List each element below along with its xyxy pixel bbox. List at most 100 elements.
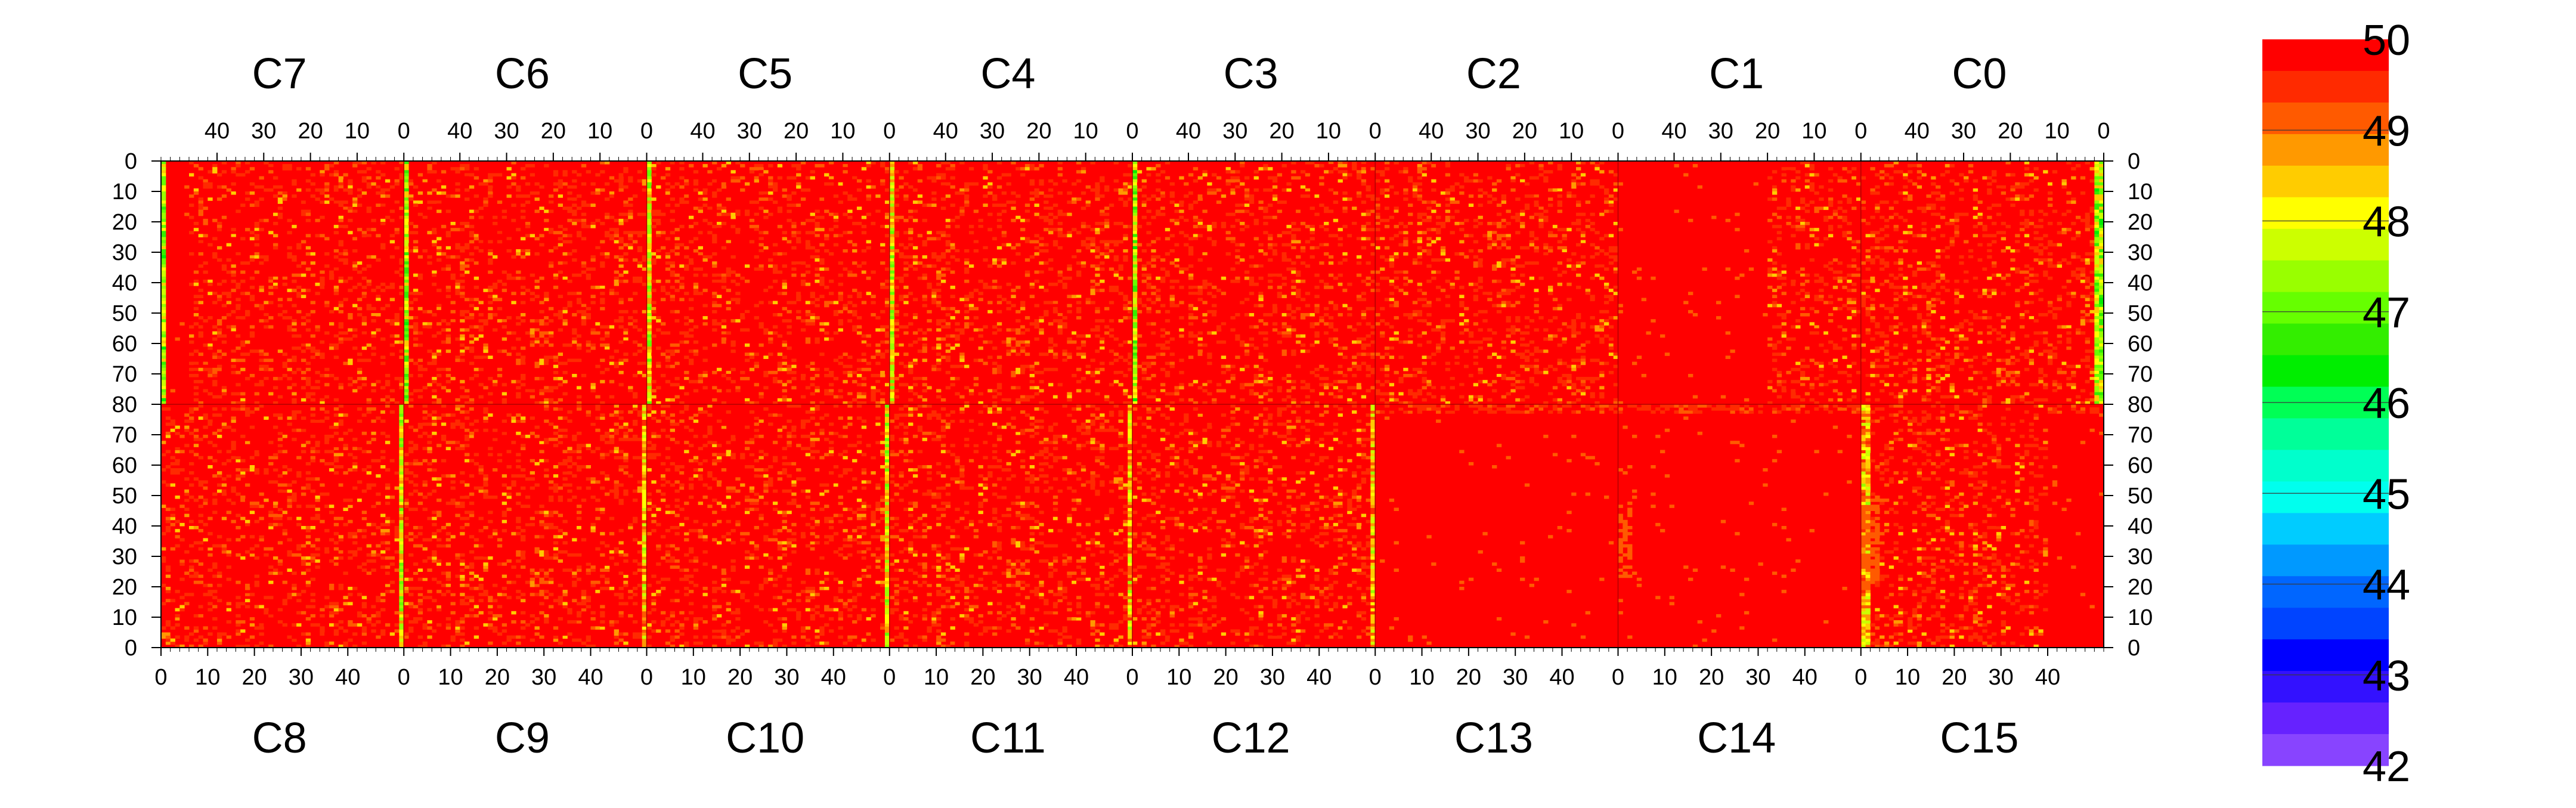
heatmap-cell xyxy=(688,328,694,332)
heatmap-cell xyxy=(1109,380,1114,383)
heatmap-cell xyxy=(903,182,909,186)
heatmap-cell xyxy=(1104,234,1110,237)
heatmap-cell xyxy=(1132,401,1138,405)
heatmap-cell xyxy=(460,334,465,338)
heatmap-cell xyxy=(590,352,596,356)
heatmap-cell xyxy=(856,395,862,399)
heatmap-cell xyxy=(884,279,890,283)
heatmap-cell xyxy=(843,380,848,383)
heatmap-cell xyxy=(221,161,227,165)
heatmap-cell xyxy=(628,316,633,320)
heatmap-cell xyxy=(884,331,890,335)
heatmap-cell xyxy=(516,249,521,253)
heatmap-cell xyxy=(264,358,269,363)
heatmap-cell xyxy=(894,215,899,219)
heatmap-cell xyxy=(987,228,993,231)
heatmap-cell xyxy=(1165,191,1171,195)
heatmap-cell xyxy=(469,295,475,298)
heatmap-cell xyxy=(287,386,292,389)
heatmap-cell xyxy=(1057,279,1063,283)
heatmap-cell xyxy=(936,258,942,262)
heatmap-cell xyxy=(501,215,507,219)
heatmap-cell xyxy=(1057,167,1063,171)
heatmap-cell xyxy=(646,234,652,237)
heatmap-cell xyxy=(1132,203,1138,207)
heatmap-cell xyxy=(889,237,895,241)
heatmap-cell xyxy=(590,164,596,168)
heatmap-cell xyxy=(618,340,624,344)
heatmap-cell xyxy=(880,392,886,396)
heatmap-cell xyxy=(478,240,484,244)
heatmap-cell xyxy=(1048,383,1054,386)
heatmap-cell xyxy=(730,319,736,323)
heatmap-cell xyxy=(450,273,456,277)
heatmap-cell xyxy=(955,392,960,396)
heatmap-cell xyxy=(254,234,259,237)
heatmap-cell xyxy=(618,383,624,386)
heatmap-cell xyxy=(931,383,937,386)
heatmap-cell xyxy=(1146,322,1151,326)
heatmap-cell xyxy=(389,200,395,204)
heatmap-cell xyxy=(889,395,895,399)
heatmap-cell xyxy=(1024,270,1030,274)
heatmap-cell xyxy=(674,246,680,250)
heatmap-cell xyxy=(875,389,881,393)
heatmap-cell xyxy=(628,255,633,259)
heatmap-cell xyxy=(688,225,694,228)
heatmap-cell xyxy=(1132,377,1138,380)
heatmap-cell xyxy=(955,322,960,326)
heatmap-cell xyxy=(221,386,227,389)
heatmap-cell xyxy=(1020,304,1026,308)
heatmap-cell xyxy=(534,401,540,405)
heatmap-cell xyxy=(188,249,194,253)
heatmap-cell xyxy=(590,331,596,335)
heatmap-cell xyxy=(922,358,927,363)
heatmap-cell xyxy=(889,358,895,363)
heatmap-cell xyxy=(679,167,685,171)
heatmap-cell xyxy=(465,316,470,320)
heatmap-cell xyxy=(366,176,371,180)
heatmap-cell xyxy=(1109,328,1114,332)
heatmap-cell xyxy=(394,203,400,207)
heatmap-cell xyxy=(1057,191,1063,195)
heatmap-cell xyxy=(964,249,970,253)
heatmap-cell xyxy=(389,218,395,222)
heatmap-cell xyxy=(959,367,965,372)
heatmap-cell xyxy=(983,194,988,198)
heatmap-cell xyxy=(497,279,503,283)
heatmap-cell xyxy=(404,358,409,363)
heatmap-cell xyxy=(796,237,801,241)
heatmap-cell xyxy=(198,325,203,329)
heatmap-cell xyxy=(469,292,475,295)
heatmap-cell xyxy=(1160,328,1166,332)
heatmap-cell xyxy=(436,173,442,177)
heatmap-cell xyxy=(861,383,867,386)
heatmap-cell xyxy=(277,191,283,195)
heatmap-cell xyxy=(413,225,419,228)
heatmap-cell xyxy=(1141,203,1147,207)
heatmap-cell xyxy=(1057,234,1063,237)
heatmap-cell xyxy=(357,270,363,274)
heatmap-cell xyxy=(277,215,283,219)
heatmap-cell xyxy=(455,292,460,295)
heatmap-cell xyxy=(978,298,983,302)
heatmap-cell xyxy=(618,273,624,277)
heatmap-cell xyxy=(661,374,666,377)
heatmap-cell xyxy=(684,179,689,183)
heatmap-cell xyxy=(661,331,666,335)
heatmap-cell xyxy=(796,328,801,332)
heatmap-cell xyxy=(847,273,853,277)
heatmap-cell xyxy=(493,319,498,323)
heatmap-cell xyxy=(1006,243,1011,247)
heatmap-cell xyxy=(558,218,564,222)
heatmap-cell xyxy=(1076,298,1082,302)
heatmap-cell xyxy=(665,267,671,271)
heatmap-cell xyxy=(768,264,773,268)
heatmap-cell xyxy=(577,301,582,305)
heatmap-cell xyxy=(889,283,895,286)
heatmap-cell xyxy=(628,225,633,228)
heatmap-cell xyxy=(679,286,685,289)
heatmap-cell xyxy=(646,398,652,402)
heatmap-cell xyxy=(889,243,895,247)
heatmap-cell xyxy=(343,331,348,335)
